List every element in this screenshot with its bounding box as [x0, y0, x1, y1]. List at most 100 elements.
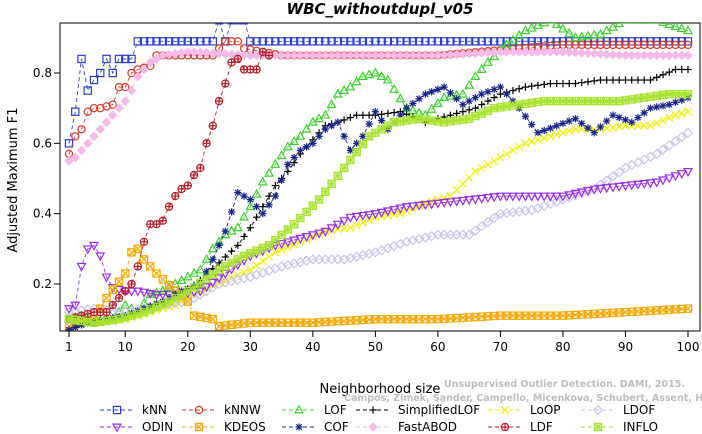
series-lof-point: [426, 103, 437, 113]
series-ldof-point: [351, 251, 362, 262]
series-lof-point: [364, 69, 375, 79]
series-knn-point: [358, 37, 368, 46]
series-simplifiedlof-point: [490, 94, 498, 102]
series-simplifiedlof-point: [259, 203, 267, 211]
series-simplifiedlof-point: [609, 76, 617, 84]
series-knn-point: [121, 54, 130, 64]
series-knnw-point: [127, 68, 136, 78]
series-lof-point: [382, 74, 393, 84]
series-odin-point: [151, 291, 162, 301]
series-knnw-point: [608, 40, 618, 50]
series-fastabod-point: [208, 48, 218, 59]
series-ldf-point: [177, 184, 186, 194]
series-kdeos-point: [683, 304, 693, 313]
series-odin-point: [576, 188, 587, 198]
series-lof-point: [470, 70, 481, 80]
series-cof-point: [365, 120, 373, 128]
series-odin-point: [557, 192, 568, 202]
series-fastabod: [64, 47, 693, 166]
legend-item-loop: LoOP: [488, 403, 561, 417]
series-odin-point: [426, 200, 437, 210]
series-cof-point: [621, 116, 630, 124]
series-simplifiedlof-point: [496, 90, 505, 98]
series-odin-point: [389, 205, 400, 216]
series-odin-point: [420, 201, 431, 211]
series-loop-point: [540, 134, 549, 143]
series-cof-point: [428, 88, 436, 96]
series-fastabod-point: [201, 48, 212, 58]
series-simplifiedlof-point: [509, 86, 517, 95]
series-ldf-point: [258, 47, 268, 57]
series-lof-point: [564, 27, 575, 37]
series-knnw-point: [633, 40, 643, 50]
series-knn-point: [83, 86, 92, 95]
series-fastabod-point: [276, 50, 287, 61]
series-knn-point: [389, 37, 399, 46]
series-fastabod-point: [345, 50, 356, 61]
x-tick-label: 1: [65, 340, 73, 354]
series-kdeos-point: [139, 255, 149, 264]
series-simplifiedlof-point: [234, 241, 242, 249]
series-knn-point: [546, 37, 555, 46]
series-knn-point: [339, 37, 349, 46]
legend-item-kdeos: KDEOS: [182, 420, 266, 434]
series-odin-point: [339, 217, 350, 227]
series-knn-point: [77, 54, 86, 64]
series-odin-point: [476, 194, 487, 204]
series-cof-point: [528, 120, 536, 129]
series-loop-point: [271, 248, 280, 257]
series-loop-point: [240, 268, 249, 277]
series-simplifiedlof-point: [246, 224, 254, 232]
series-cof-point: [571, 115, 580, 123]
series-cof-point: [465, 97, 473, 105]
series-cof-point: [334, 118, 342, 126]
series-lof-point: [526, 23, 537, 32]
series-fastabod-point: [583, 48, 593, 59]
series-knn-point: [471, 37, 480, 46]
series-odin-point: [658, 176, 668, 186]
series-simplifiedlof-point: [478, 101, 486, 109]
series-knnw-point: [640, 40, 649, 50]
x-tick-label: 50: [368, 340, 383, 354]
series-knnw-point: [615, 40, 624, 50]
series-lof-point: [370, 67, 381, 77]
series-odin-point: [651, 178, 662, 188]
series-knnw-point: [677, 40, 686, 50]
series-cof-point: [584, 124, 592, 132]
legend-item-ldof: LDOF: [581, 403, 655, 417]
series-knn-point: [333, 37, 343, 46]
legend-label: LDOF: [623, 403, 655, 417]
legend-marker: [112, 405, 122, 415]
series-lof-line: [68, 23, 689, 324]
series-fastabod-point: [651, 50, 662, 61]
series-fastabod-point: [195, 47, 206, 58]
series-ldof-point: [288, 258, 300, 269]
series-cof-point: [565, 117, 573, 125]
series-odin-point: [345, 213, 356, 223]
series-fastabod-point: [133, 71, 143, 82]
legend-label: LoOP: [530, 403, 561, 417]
series-loop-point: [552, 130, 561, 139]
y-axis: 0.2 0.4 0.6 0.8: [33, 66, 60, 291]
series-knn-point: [271, 37, 280, 46]
series-odin-point: [82, 245, 93, 255]
series-knn-point: [164, 37, 174, 46]
series-fastabod-point: [145, 57, 156, 68]
series-ldof-point: [276, 261, 287, 272]
series-loop-point: [277, 245, 286, 254]
series-knn-point: [483, 37, 493, 46]
series-lof-point: [289, 136, 300, 146]
series-inflo-point: [277, 230, 286, 239]
series-simplifiedlof-point: [459, 108, 467, 116]
chart-title: WBC_withoutdupl_v05: [287, 0, 474, 18]
series-knn-point: [539, 37, 549, 46]
legend-label: LDF: [530, 420, 553, 434]
series-odin-point: [364, 211, 375, 221]
series-ldof-point: [632, 157, 644, 168]
x-tick-label: 30: [243, 340, 258, 354]
series-lof-point: [589, 29, 600, 39]
series-loop-point: [652, 119, 661, 128]
series-loop-point: [346, 223, 355, 232]
series-ldof-point: [651, 148, 662, 160]
series-simplifiedlof-point: [640, 76, 648, 84]
